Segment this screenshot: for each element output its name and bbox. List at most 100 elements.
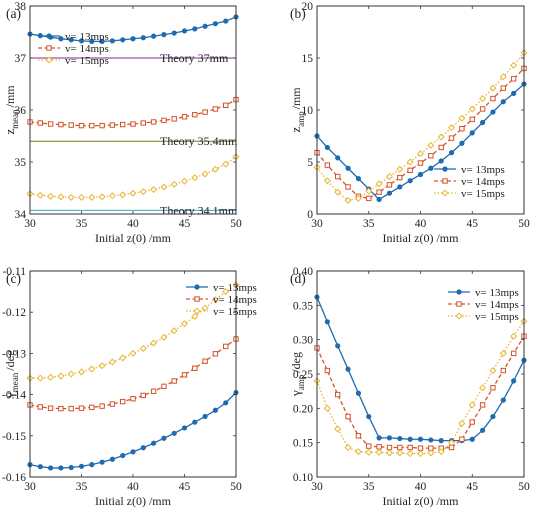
data-point [98, 193, 106, 201]
data-point [386, 435, 393, 441]
data-point [417, 445, 424, 451]
panel-b: (b) 30 35 40 45 50 0 5 10 15 20 Initial z(0) /mm zam… [288, 1, 530, 245]
y-tick-label: -0.14 [2, 390, 26, 402]
data-point [223, 18, 229, 24]
data-point [211, 165, 219, 173]
x-tick-label: 30 [24, 481, 36, 493]
data-point [448, 135, 455, 141]
data-point [386, 182, 393, 188]
data-point [160, 333, 168, 341]
data-point [68, 37, 74, 43]
y-tick-label: 0.30 [293, 335, 313, 347]
data-point [417, 436, 424, 442]
data-point [479, 95, 487, 103]
series-line [30, 284, 237, 379]
y-tick-label: -0.12 [2, 307, 26, 319]
data-point [202, 23, 208, 29]
x-axis-label: Initial z(0) /mm [383, 231, 460, 245]
data-point [212, 351, 219, 357]
data-point [458, 114, 466, 122]
data-point [376, 435, 382, 441]
y-tick-label: 20 [302, 1, 314, 13]
data-point [120, 398, 126, 405]
x-tick-label: 45 [467, 218, 479, 230]
panel-label: (b) [290, 6, 306, 21]
data-point [171, 378, 177, 384]
x-tick-label: 40 [127, 218, 139, 230]
data-point [150, 119, 157, 125]
data-point [437, 448, 445, 456]
data-point [500, 397, 506, 403]
data-point [448, 124, 456, 132]
y-tick-label: 0.20 [293, 403, 313, 415]
data-point [354, 194, 362, 202]
data-point [448, 150, 455, 156]
data-point [469, 419, 475, 425]
data-point [89, 38, 95, 44]
data-point [344, 196, 352, 204]
x-axis-label: Initial z(0) /mm [95, 231, 172, 245]
data-point [47, 465, 54, 471]
series-v14 [314, 333, 527, 451]
y-axis-label: γmean/deg [2, 350, 20, 399]
data-point [397, 444, 403, 451]
y-tick-label: -0.13 [2, 348, 26, 360]
data-point [223, 400, 229, 406]
y-tick-label: 35 [15, 157, 27, 169]
data-point [89, 404, 95, 411]
data-point [222, 288, 230, 296]
data-point [78, 463, 85, 469]
data-point [323, 404, 331, 412]
data-point [120, 121, 126, 128]
panel-label: (a) [6, 6, 21, 21]
data-point [89, 462, 95, 468]
data-point [365, 187, 373, 195]
theory-label: Theory 37mm [160, 51, 229, 65]
y-tick-label: -0.15 [2, 431, 26, 443]
series-v14 [27, 336, 239, 412]
x-tick-label: 40 [127, 481, 139, 493]
x-tick-label: 50 [518, 481, 530, 493]
legend-marker [194, 284, 200, 290]
data-point [129, 349, 137, 357]
data-point [500, 367, 507, 374]
data-point [490, 95, 496, 102]
data-point [58, 405, 64, 412]
data-point [99, 459, 105, 465]
data-point [479, 106, 486, 112]
legend-label: v= 14mps [65, 43, 109, 55]
data-point [130, 396, 136, 402]
data-point [68, 405, 74, 412]
data-point [58, 465, 64, 471]
legend-label: v= 13mps [475, 287, 519, 299]
data-point [511, 378, 517, 384]
y-tick-label: 0.15 [293, 438, 313, 450]
data-point [459, 140, 465, 146]
y-tick-label: 37 [15, 53, 27, 65]
panel-d: (d) 30 35 40 45 50 0.10 0.15 0.20 0.25 0.30 0.35 0.4… [288, 266, 530, 508]
x-axis-label: Initial z(0) /mm [383, 494, 460, 508]
y-tick-label: 0.25 [293, 369, 313, 381]
data-point [109, 38, 116, 44]
x-tick-label: 30 [311, 481, 323, 493]
data-point [68, 122, 74, 128]
y-tick-label: 0.40 [293, 266, 313, 278]
data-point [510, 61, 518, 69]
legend-marker [455, 312, 463, 320]
data-point [407, 444, 413, 451]
data-point [406, 450, 414, 458]
data-point [397, 435, 403, 442]
y-axis-label: γamp/deg [288, 352, 306, 397]
data-point [181, 114, 188, 120]
data-point [469, 130, 475, 136]
data-point [324, 162, 331, 168]
data-point [78, 405, 85, 411]
theory-label: Theory 35.4mm [160, 134, 238, 148]
x-tick-label: 45 [179, 218, 191, 230]
data-point [335, 173, 341, 180]
data-point [130, 36, 136, 42]
data-point [140, 120, 147, 126]
panel-a: (a) Theory 37mm Theory 35.4mm Theory 34.1mm… [2, 1, 242, 245]
y-tick-label: -0.16 [2, 472, 26, 484]
data-point [161, 383, 167, 390]
